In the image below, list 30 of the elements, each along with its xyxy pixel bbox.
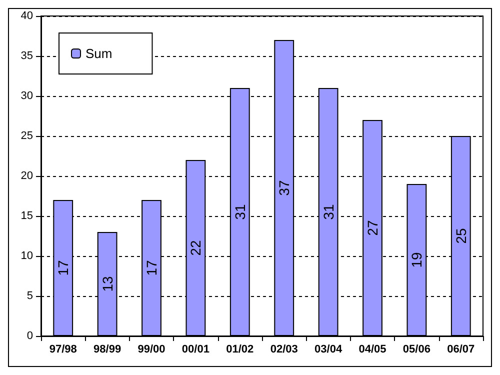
x-tick-label: 00/01 <box>182 344 210 356</box>
y-tick-label: 10 <box>20 250 33 262</box>
data-label: 27 <box>364 220 380 236</box>
x-tick-label: 02/03 <box>270 344 298 356</box>
data-label: 22 <box>188 240 204 256</box>
data-label: 31 <box>232 204 248 220</box>
data-label: 25 <box>452 228 469 244</box>
data-label: 37 <box>276 180 292 196</box>
y-tick-label: 5 <box>26 290 33 302</box>
x-tick-label: 01/02 <box>226 344 254 356</box>
x-tick-label: 04/05 <box>358 344 386 356</box>
x-tick-label: 99/00 <box>138 344 166 356</box>
y-tick-label: 40 <box>20 10 33 22</box>
x-tick-label: 06/07 <box>447 344 475 356</box>
y-tick-label: 35 <box>20 50 33 62</box>
data-label: 13 <box>99 276 116 292</box>
data-label: 17 <box>144 260 160 276</box>
y-tick-label: 15 <box>20 210 33 222</box>
x-tick-label: 98/99 <box>94 344 122 356</box>
legend-label: Sum <box>86 46 112 61</box>
y-tick-label: 25 <box>20 130 33 142</box>
y-tick-label: 20 <box>20 170 33 182</box>
data-label: 19 <box>408 252 425 268</box>
x-tick-label: 05/06 <box>402 344 430 356</box>
x-tick-label: 03/04 <box>314 344 343 356</box>
data-label: 17 <box>55 260 72 276</box>
y-tick-label: 30 <box>20 90 33 102</box>
data-label: 31 <box>320 204 336 220</box>
x-tick-label: 97/98 <box>49 344 77 356</box>
y-tick-label: 0 <box>26 330 33 342</box>
